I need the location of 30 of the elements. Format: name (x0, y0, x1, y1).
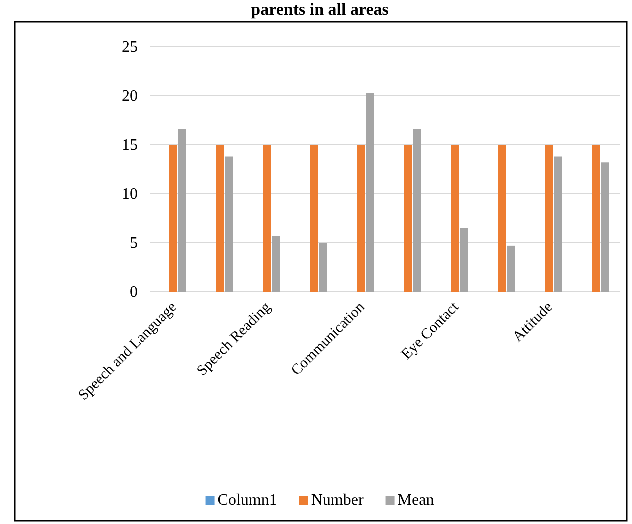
bar (226, 156, 234, 292)
legend-label: Number (311, 492, 364, 509)
bar (554, 156, 562, 292)
bar (498, 145, 506, 292)
y-tick-label: 5 (130, 235, 138, 252)
bar (460, 228, 468, 292)
bar (310, 145, 318, 292)
bar (414, 129, 422, 292)
bar (272, 236, 280, 292)
bar (178, 129, 186, 292)
bar (592, 145, 600, 292)
bar (170, 145, 178, 292)
bar (602, 162, 610, 292)
y-tick-label: 10 (122, 186, 138, 204)
bar (358, 145, 366, 292)
y-tick-label: 0 (130, 284, 138, 302)
legend-label: Mean (398, 492, 434, 509)
bar (452, 145, 460, 292)
y-tick-label: 25 (122, 39, 138, 56)
bar (546, 145, 554, 292)
bar (508, 246, 516, 292)
bar (366, 93, 374, 292)
bar (216, 145, 224, 292)
y-tick-label: 20 (122, 88, 138, 106)
legend-label: Column1 (218, 492, 278, 509)
y-tick-label: 15 (122, 137, 138, 154)
bar (264, 145, 272, 292)
chart-title: parents in all areas (251, 0, 390, 19)
bar (320, 243, 328, 292)
bar (404, 145, 412, 292)
